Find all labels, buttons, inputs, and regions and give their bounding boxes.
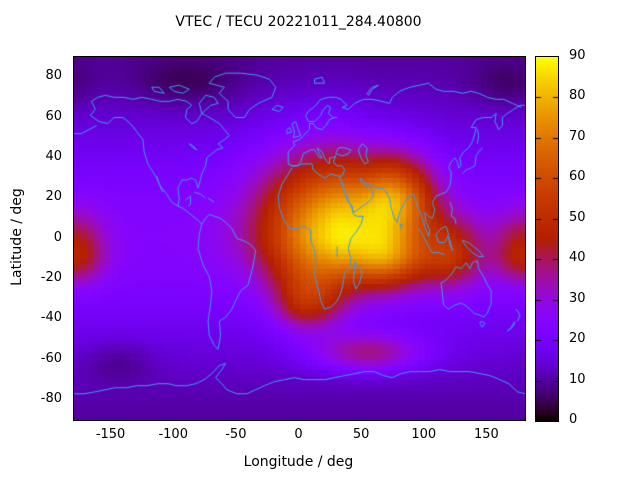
colorbar-tick-label: 70 bbox=[569, 128, 586, 144]
x-axis-label: Longitude / deg bbox=[243, 454, 354, 470]
y-tick-label: 40 bbox=[45, 148, 62, 164]
colorbar-tick-label: 90 bbox=[569, 48, 586, 63]
y-tick-label: -20 bbox=[40, 269, 62, 285]
x-tick-label: 0 bbox=[294, 427, 303, 442]
x-tick-label: 50 bbox=[352, 427, 370, 442]
heatmap-canvas bbox=[73, 56, 526, 421]
y-tick-label: 60 bbox=[45, 108, 62, 124]
x-tick-label: 150 bbox=[473, 427, 499, 442]
y-tick-label: 80 bbox=[45, 68, 62, 84]
y-tick-label: 0 bbox=[53, 229, 62, 245]
colorbar-tick-label: 10 bbox=[569, 371, 586, 387]
colorbar-tick-label: 30 bbox=[569, 290, 586, 306]
colorbar-tick-label: 20 bbox=[569, 331, 586, 347]
x-tick-label: -150 bbox=[95, 427, 126, 442]
colorbar-tick-label: 40 bbox=[569, 250, 586, 266]
y-tick-label: -60 bbox=[40, 350, 62, 366]
y-tick-label: -40 bbox=[40, 310, 62, 326]
colorbar-tick-label: 60 bbox=[569, 169, 586, 185]
plot-title: VTEC / TECU 20221011_284.40800 bbox=[175, 14, 422, 30]
x-tick-label: 100 bbox=[411, 427, 437, 442]
y-tick-label: -80 bbox=[40, 390, 62, 406]
colorbar-tick-label: 50 bbox=[569, 209, 586, 225]
colorbar-canvas bbox=[535, 56, 559, 422]
x-tick-label: -100 bbox=[158, 427, 188, 442]
y-tick-label: 20 bbox=[45, 189, 62, 205]
colorbar-tick-label: 80 bbox=[569, 88, 586, 104]
colorbar-tick-label: 0 bbox=[569, 412, 578, 427]
x-tick-label: -50 bbox=[225, 427, 247, 442]
